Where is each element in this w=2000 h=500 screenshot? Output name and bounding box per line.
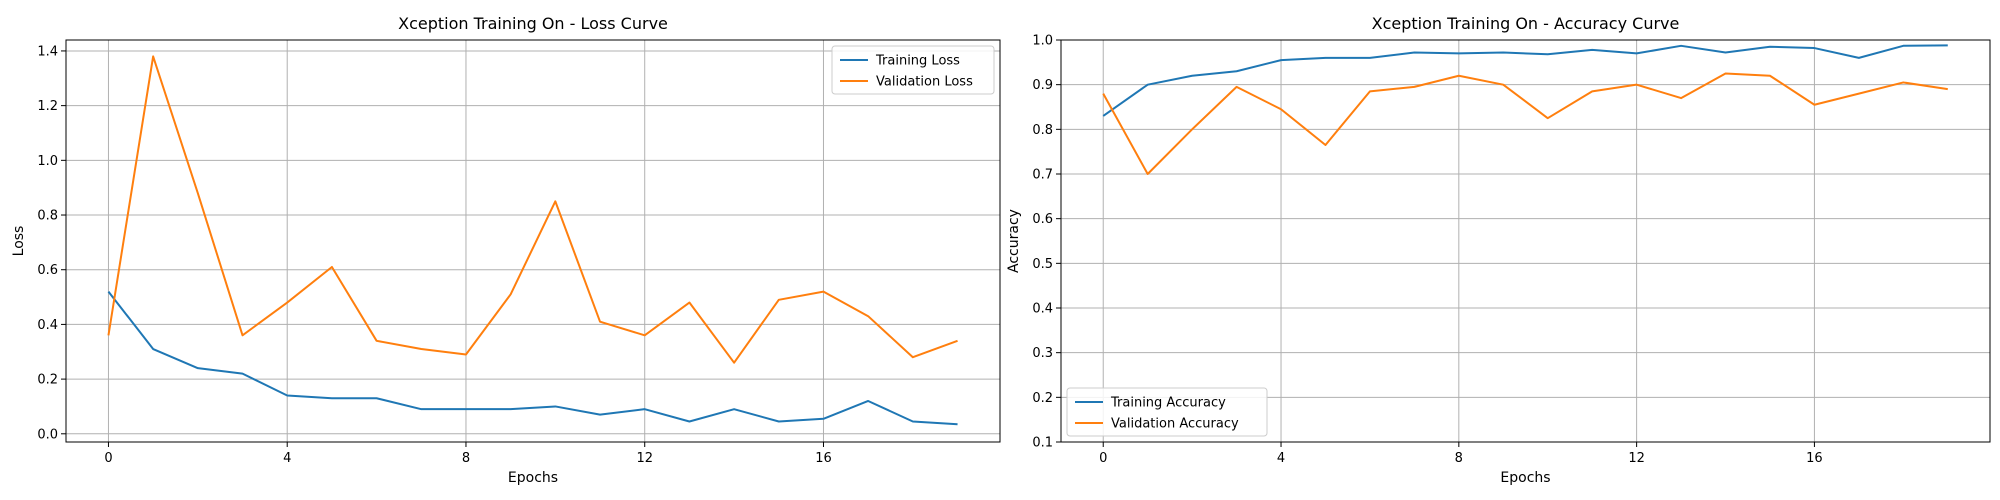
accuracy-y-tick-label: 0.3 xyxy=(1032,346,1053,361)
accuracy-y-tick-label: 0.2 xyxy=(1032,391,1053,406)
loss-chart-legend: Training Loss Validation Loss xyxy=(831,45,995,95)
accuracy-chart-legend: Training Accuracy Validation Accuracy xyxy=(1066,387,1268,437)
accuracy-chart-legend-box xyxy=(1066,387,1268,437)
legend-label-validation-accuracy: Validation Accuracy xyxy=(1111,417,1239,432)
loss-x-tick-label: 8 xyxy=(462,451,470,466)
accuracy-chart-lines xyxy=(1102,44,1948,175)
accuracy-x-tick-label: 0 xyxy=(1099,451,1107,466)
accuracy-y-tick-label: 0.5 xyxy=(1032,257,1053,272)
accuracy-x-tick-label: 16 xyxy=(1806,451,1823,466)
loss-y-tick-label: 0.2 xyxy=(37,373,58,388)
series-line-training-accuracy xyxy=(1102,44,1948,117)
accuracy-y-tick-label: 0.8 xyxy=(1032,123,1053,138)
loss-x-tick-label: 4 xyxy=(283,451,291,466)
accuracy-chart-frame xyxy=(1060,39,1991,443)
loss-chart-title: Xception Training On - Loss Curve xyxy=(398,14,668,33)
accuracy-chart-y-axis-label: Accuracy xyxy=(1006,209,1022,273)
loss-chart-frame xyxy=(65,39,1001,443)
loss-x-tick-label: 12 xyxy=(636,451,653,466)
accuracy-chart-title: Xception Training On - Accuracy Curve xyxy=(1372,14,1680,33)
loss-chart-x-axis-label: Epochs xyxy=(508,470,558,486)
loss-chart-ticks: 0 4 8 12 16 0.0 0.2 0.4 0.6 0.8 1.0 1.2 1.4 xyxy=(37,44,831,466)
series-line-validation-accuracy xyxy=(1102,72,1948,175)
loss-chart-lines xyxy=(107,55,958,426)
accuracy-y-tick-label: 0.9 xyxy=(1032,78,1053,93)
legend-label-validation-loss: Validation Loss xyxy=(876,75,973,90)
loss-x-tick-label: 16 xyxy=(815,451,832,466)
accuracy-y-tick-label: 0.7 xyxy=(1032,168,1053,183)
accuracy-y-tick-label: 0.6 xyxy=(1032,212,1053,227)
loss-y-tick-label: 0.0 xyxy=(37,427,58,442)
loss-y-tick-label: 0.6 xyxy=(37,263,58,278)
loss-y-tick-label: 1.2 xyxy=(37,99,58,114)
legend-label-training-accuracy: Training Accuracy xyxy=(1110,396,1226,411)
accuracy-y-tick-label: 0.4 xyxy=(1032,302,1053,317)
loss-chart-legend-box xyxy=(831,45,995,95)
loss-y-tick-label: 0.8 xyxy=(37,209,58,224)
accuracy-chart-x-axis-label: Epochs xyxy=(1500,470,1550,486)
loss-x-tick-label: 0 xyxy=(104,451,112,466)
accuracy-y-tick-label: 1.0 xyxy=(1032,34,1053,49)
accuracy-x-tick-label: 8 xyxy=(1455,451,1463,466)
legend-label-training-loss: Training Loss xyxy=(875,54,960,69)
loss-chart-panel: 0 4 8 12 16 0.0 0.2 0.4 0.6 0.8 1.0 1.2 1.4 Xception… xyxy=(11,14,1001,486)
accuracy-x-tick-label: 12 xyxy=(1628,451,1645,466)
accuracy-chart-panel: 0 4 8 12 16 0.1 0.2 0.3 0.4 0.5 0.6 0.7 0.8 0.9 1.0 Xc… xyxy=(1006,14,1991,486)
loss-y-tick-label: 1.4 xyxy=(37,44,58,59)
accuracy-y-tick-label: 0.1 xyxy=(1032,436,1053,451)
loss-y-tick-label: 1.0 xyxy=(37,154,58,169)
series-line-training-loss xyxy=(107,290,958,426)
accuracy-chart-ticks: 0 4 8 12 16 0.1 0.2 0.3 0.4 0.5 0.6 0.7 0.8 0.9 1.0 xyxy=(1032,34,1822,467)
loss-chart-y-axis-label: Loss xyxy=(11,226,27,257)
accuracy-x-tick-label: 4 xyxy=(1277,451,1285,466)
series-line-validation-loss xyxy=(107,55,958,364)
loss-y-tick-label: 0.4 xyxy=(37,318,58,333)
